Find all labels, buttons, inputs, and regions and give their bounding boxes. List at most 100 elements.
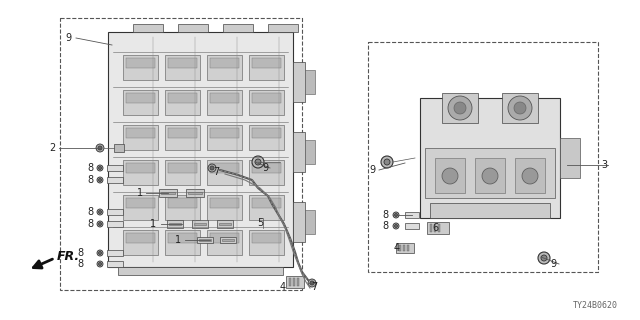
Bar: [442, 93, 478, 123]
Bar: [186, 189, 204, 197]
Bar: [168, 233, 197, 243]
Bar: [207, 230, 242, 255]
Bar: [515, 158, 545, 193]
Text: 8: 8: [87, 175, 93, 185]
Bar: [560, 138, 580, 178]
Circle shape: [522, 168, 538, 184]
Bar: [502, 93, 538, 123]
Bar: [118, 267, 283, 275]
Bar: [168, 198, 197, 208]
Bar: [430, 203, 550, 218]
Bar: [207, 195, 242, 220]
Bar: [252, 233, 281, 243]
Circle shape: [448, 96, 472, 120]
Bar: [123, 195, 158, 220]
Bar: [169, 223, 181, 225]
Text: 8: 8: [382, 210, 388, 220]
Bar: [114, 144, 124, 152]
Bar: [123, 90, 158, 115]
Bar: [407, 245, 409, 251]
Bar: [305, 70, 315, 94]
Bar: [126, 128, 155, 138]
Bar: [210, 93, 239, 103]
Bar: [217, 220, 233, 228]
Circle shape: [538, 252, 550, 264]
Bar: [220, 237, 236, 243]
Bar: [167, 220, 183, 228]
Text: 8: 8: [87, 207, 93, 217]
Bar: [108, 32, 293, 267]
Bar: [405, 212, 419, 218]
Bar: [210, 233, 239, 243]
Bar: [249, 195, 284, 220]
Bar: [475, 158, 505, 193]
Bar: [249, 230, 284, 255]
Bar: [403, 245, 405, 251]
Text: 9: 9: [369, 165, 375, 175]
Bar: [192, 220, 208, 228]
Bar: [399, 245, 401, 251]
Bar: [210, 163, 239, 173]
Text: 9: 9: [550, 259, 556, 269]
Bar: [425, 148, 555, 198]
Text: 8: 8: [77, 248, 83, 258]
Bar: [133, 24, 163, 32]
Bar: [427, 222, 449, 234]
Bar: [207, 55, 242, 80]
Bar: [289, 278, 291, 286]
Bar: [219, 223, 231, 225]
Bar: [107, 165, 123, 171]
Bar: [210, 128, 239, 138]
Bar: [368, 42, 598, 272]
Bar: [249, 90, 284, 115]
Circle shape: [99, 179, 102, 181]
Circle shape: [99, 211, 102, 213]
Bar: [293, 62, 305, 102]
Circle shape: [454, 102, 466, 114]
Text: 8: 8: [87, 163, 93, 173]
Bar: [293, 202, 305, 242]
Circle shape: [97, 261, 103, 267]
Bar: [249, 125, 284, 150]
Bar: [107, 261, 123, 267]
Circle shape: [99, 262, 102, 266]
Circle shape: [210, 166, 214, 170]
Text: TY24B0620: TY24B0620: [573, 301, 618, 310]
Circle shape: [255, 159, 261, 165]
Bar: [168, 58, 197, 68]
Bar: [210, 58, 239, 68]
Bar: [159, 189, 177, 197]
Text: 7: 7: [311, 282, 317, 292]
Bar: [107, 177, 123, 183]
Circle shape: [97, 165, 103, 171]
Bar: [293, 132, 305, 172]
Bar: [168, 163, 197, 173]
Bar: [126, 58, 155, 68]
Bar: [165, 90, 200, 115]
Bar: [252, 198, 281, 208]
Text: 1: 1: [137, 188, 143, 198]
Bar: [161, 192, 175, 194]
Text: 6: 6: [432, 223, 438, 233]
Circle shape: [482, 168, 498, 184]
Bar: [197, 237, 213, 243]
Text: 4: 4: [394, 243, 400, 253]
Circle shape: [310, 281, 314, 285]
Bar: [126, 233, 155, 243]
Bar: [420, 98, 560, 218]
Bar: [435, 158, 465, 193]
Bar: [123, 125, 158, 150]
Bar: [252, 163, 281, 173]
Bar: [396, 243, 414, 253]
Circle shape: [381, 156, 393, 168]
Circle shape: [96, 144, 104, 152]
Bar: [223, 24, 253, 32]
Text: 8: 8: [87, 219, 93, 229]
Circle shape: [252, 156, 264, 168]
Circle shape: [394, 213, 397, 217]
Bar: [107, 221, 123, 227]
Circle shape: [394, 225, 397, 228]
Circle shape: [99, 252, 102, 254]
Bar: [305, 210, 315, 234]
Bar: [123, 55, 158, 80]
